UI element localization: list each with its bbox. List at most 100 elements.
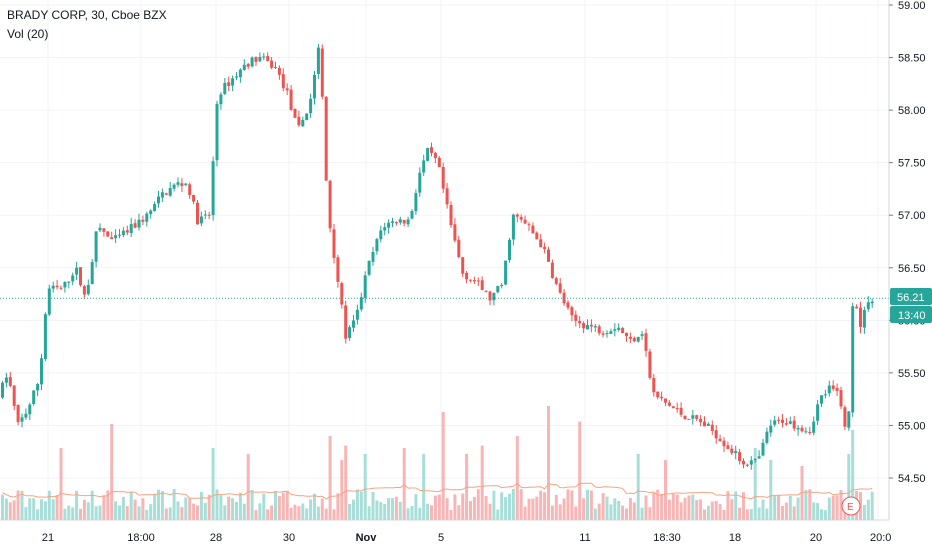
volume-bar — [539, 490, 543, 520]
candle-body — [223, 82, 227, 94]
candle-body — [671, 406, 675, 409]
volume-bar — [36, 509, 40, 520]
candle-body — [742, 460, 745, 465]
candle-body — [734, 451, 738, 454]
volume-bar — [394, 496, 398, 520]
candle-body — [114, 235, 118, 239]
candle-body — [75, 267, 79, 275]
candle-body — [839, 390, 843, 407]
grid-lines — [0, 0, 889, 520]
volume-bar — [718, 504, 722, 520]
candle-body — [628, 336, 632, 339]
earnings-marker-icon[interactable] — [841, 496, 861, 516]
earnings-marker-label: E — [847, 502, 854, 513]
volume-bar — [297, 506, 301, 520]
candle-body — [820, 395, 823, 404]
price-tick-label: 58.00 — [898, 105, 926, 117]
price-tick-label: 55.50 — [898, 368, 926, 380]
volume-bar — [55, 495, 59, 520]
candle-body — [554, 278, 558, 284]
candle-body — [453, 224, 457, 241]
countdown-label: 13:40 — [898, 310, 926, 322]
volume-bar — [804, 489, 808, 520]
candle-body — [391, 221, 394, 224]
candle-body — [215, 103, 219, 161]
candle-body — [86, 284, 90, 295]
candle-body — [231, 78, 235, 86]
candle-body — [379, 230, 383, 240]
candle-body — [199, 216, 203, 224]
candle-body — [133, 223, 137, 228]
volume-bar — [106, 490, 110, 520]
candle-body — [488, 291, 492, 301]
candle-body — [137, 219, 141, 228]
volume-bar — [445, 498, 449, 520]
volume-bar — [254, 510, 258, 520]
volume-bar — [796, 497, 800, 520]
candle-body — [625, 332, 628, 336]
volume-bar — [757, 507, 761, 520]
candle-body — [157, 196, 160, 204]
volume-bar — [617, 500, 621, 520]
candle-body — [683, 415, 687, 420]
candle-body — [4, 377, 8, 383]
candle-body — [153, 204, 157, 212]
volume-bar — [398, 501, 402, 520]
volume-bar — [816, 503, 820, 520]
volume-bar — [125, 506, 129, 520]
candle-body — [718, 438, 722, 442]
volume-bar — [578, 421, 582, 520]
candle-body — [437, 157, 441, 168]
candle-body — [714, 430, 718, 439]
volume-bar — [671, 493, 675, 520]
volume-bar — [367, 506, 371, 520]
volume-bar — [730, 499, 734, 520]
candle-body — [769, 425, 773, 433]
volume-bar — [586, 489, 589, 520]
candle-body — [102, 228, 106, 232]
candle-body — [578, 320, 582, 324]
volume-bar — [4, 498, 8, 520]
volume-bar — [761, 499, 765, 520]
candle-body — [305, 113, 309, 121]
volume-bar — [40, 499, 43, 520]
candle-body — [1, 382, 4, 398]
volume-bar — [20, 490, 24, 520]
volume-bar — [784, 502, 788, 520]
volume-bar — [589, 490, 593, 520]
volume-bar — [710, 501, 714, 520]
time-tick-label: 20 — [810, 532, 822, 544]
candle-body — [316, 47, 320, 74]
candle-body — [472, 280, 476, 282]
volume-bar — [157, 489, 160, 520]
candle-body — [297, 116, 301, 126]
candle-body — [82, 286, 86, 295]
price-tick-label: 57.50 — [898, 158, 926, 170]
time-axis[interactable]: 21 18:00 28 30 Nov 5 11 18:30 18 20 20:0 — [42, 532, 892, 544]
time-axis-background — [0, 520, 932, 550]
volume-bar — [835, 495, 839, 520]
candle-body — [843, 407, 847, 427]
volume-bar — [792, 506, 796, 520]
volume-bar — [667, 499, 671, 520]
candle-body — [753, 459, 757, 461]
candle-body — [695, 415, 699, 419]
candle-body — [730, 448, 734, 453]
candle-body — [660, 396, 664, 399]
candle-body — [722, 440, 726, 447]
volume-bar — [344, 445, 348, 520]
candle-body — [862, 309, 866, 328]
volume-bar — [235, 501, 238, 520]
volume-bar — [359, 491, 363, 520]
volume-bar — [375, 500, 379, 520]
volume-bar — [691, 494, 695, 520]
volume-bar — [500, 492, 504, 520]
time-tick-label: 18 — [729, 532, 741, 544]
candle-body — [757, 456, 761, 459]
volume-bar — [640, 507, 644, 520]
volume-bar — [223, 505, 227, 520]
candle-body — [586, 325, 589, 330]
volume-bar — [51, 499, 55, 520]
volume-bar — [547, 406, 550, 520]
